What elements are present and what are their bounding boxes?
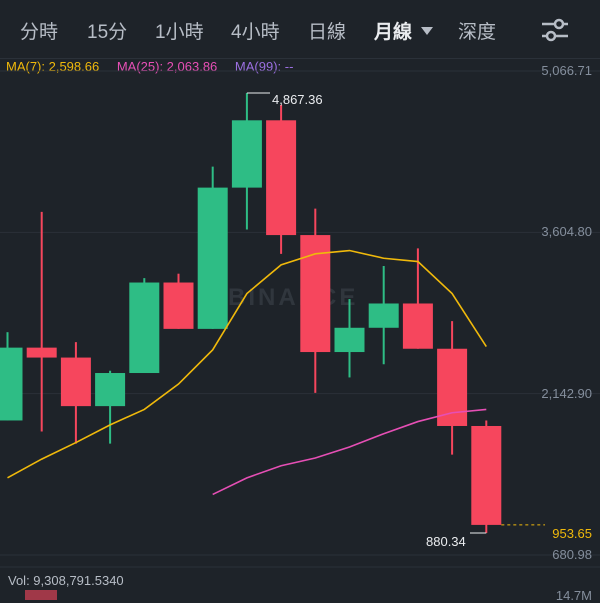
binance-watermark: BINANCE <box>228 284 359 311</box>
candle-body <box>437 348 468 426</box>
ma-indicator-row: MA(7): 2,598.66 MA(25): 2,063.86 MA(99):… <box>6 59 307 74</box>
tab-1h[interactable]: 1小時 <box>155 22 204 43</box>
candle-body <box>26 347 57 358</box>
price-tick-bottom: 680.98 <box>552 547 592 562</box>
tab-15m[interactable]: 15分 <box>87 22 128 43</box>
tab-time-sharing[interactable]: 分時 <box>20 22 59 43</box>
tab-1d[interactable]: 日線 <box>308 22 347 43</box>
candle-body <box>197 187 228 329</box>
chevron-down-icon <box>421 27 434 35</box>
candle-body <box>231 120 262 188</box>
sliders-icon <box>542 18 568 42</box>
price-tick-mid2: 2,142.90 <box>541 386 592 401</box>
tab-1month[interactable]: 月線 <box>374 17 434 44</box>
candle-body <box>95 373 126 407</box>
ma25-line <box>212 408 487 496</box>
candle-body <box>60 357 91 407</box>
ma25-readout: MA(25): 2,063.86 <box>116 59 218 74</box>
volume-readout: Vol: 9,308,791.5340 <box>8 573 124 588</box>
tab-1month-label: 月線 <box>374 22 413 43</box>
volume-axis-label: 14.7M <box>555 588 592 603</box>
price-tick-mid1: 3,604.80 <box>541 224 592 239</box>
tab-4h[interactable]: 4小時 <box>231 22 280 43</box>
candle-body <box>129 282 160 374</box>
timeframe-tabbar: 分時 15分 1小時 4小時 日線 月線 深度 <box>0 0 600 59</box>
price-tick-top: 5,066.71 <box>541 63 592 78</box>
candle-body <box>368 303 399 328</box>
high-price-annotation: 4,867.36 <box>272 92 323 107</box>
low-price-annotation: 880.34 <box>426 534 466 549</box>
candle-body <box>163 282 194 329</box>
candle-body <box>471 425 502 525</box>
volume-bar <box>25 590 57 600</box>
candle-body <box>402 303 433 349</box>
ma7-readout: MA(7): 2,598.66 <box>6 59 100 74</box>
candle-body <box>334 327 365 353</box>
chart-settings-button[interactable] <box>540 16 570 44</box>
candle-body <box>266 120 297 236</box>
candle-body <box>0 347 23 421</box>
ma7-line <box>7 249 487 479</box>
tab-depth[interactable]: 深度 <box>458 22 497 43</box>
ma99-readout: MA(99): -- <box>234 59 294 74</box>
current-price-label: 953.65 <box>552 526 592 541</box>
